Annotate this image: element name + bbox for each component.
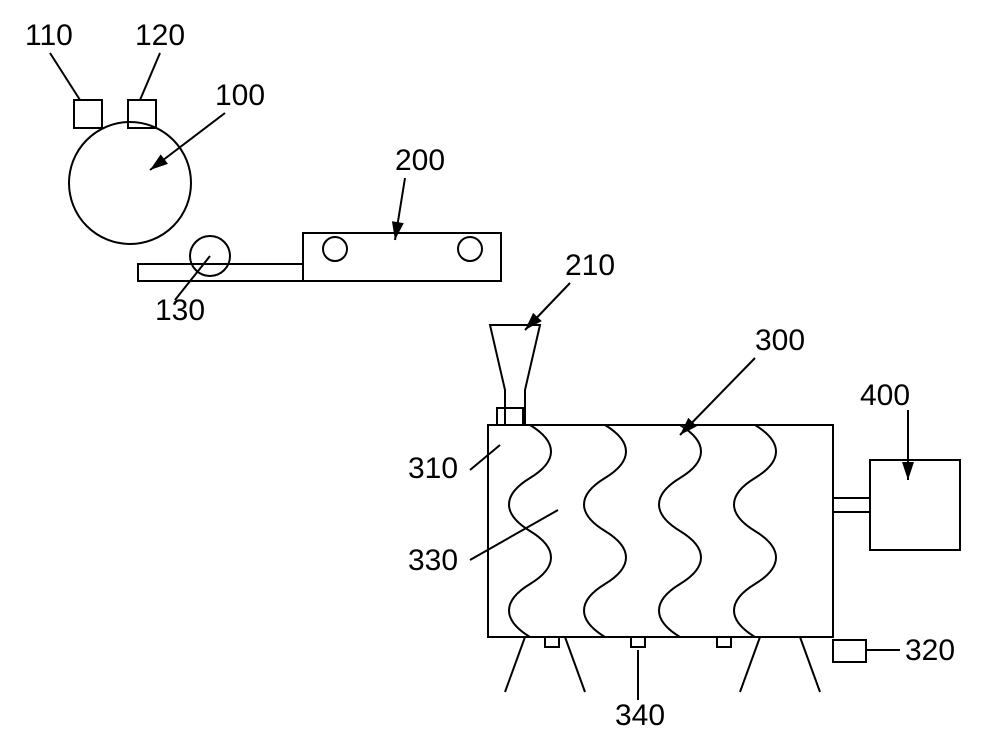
- label-l400: 400: [860, 379, 910, 412]
- leader-l110: [50, 53, 80, 100]
- oven-tab-1: [631, 637, 645, 647]
- oven-leg-0-a: [505, 637, 525, 692]
- label-l100: 100: [215, 79, 265, 112]
- oven-leg-1-b: [800, 637, 820, 692]
- inlet-110: [74, 100, 102, 128]
- label-l320: 320: [905, 634, 955, 667]
- label-l210: 210: [565, 249, 615, 282]
- label-l300: 300: [755, 324, 805, 357]
- leader-arrow-l400: [902, 462, 914, 480]
- inlet-310: [497, 408, 523, 425]
- oven-leg-1-a: [740, 637, 760, 692]
- oven-wave-0: [509, 425, 551, 637]
- leader-arrow-l200: [392, 221, 404, 240]
- conveyor-roller-left: [323, 237, 347, 261]
- motor-400: [870, 460, 960, 550]
- label-l130: 130: [155, 294, 205, 327]
- label-l120: 120: [135, 19, 185, 52]
- oven-wave-1: [584, 425, 626, 637]
- oven-leg-0-b: [565, 637, 585, 692]
- outlet-320: [833, 640, 866, 662]
- mixer-body: [69, 122, 191, 244]
- oven-tab-0: [545, 637, 559, 647]
- label-l330: 330: [408, 544, 458, 577]
- leader-l120: [140, 53, 160, 100]
- oven-tab-2: [717, 637, 731, 647]
- motor-shaft: [833, 498, 870, 512]
- label-l200: 200: [395, 144, 445, 177]
- oven-wave-2: [659, 425, 701, 637]
- conveyor-200: [303, 233, 501, 281]
- label-l110: 110: [25, 19, 73, 52]
- label-l340: 340: [615, 699, 665, 732]
- leader-l310: [470, 445, 500, 470]
- label-l310: 310: [408, 452, 458, 485]
- oven-wave-3: [734, 425, 776, 637]
- conveyor-roller-right: [458, 237, 482, 261]
- leader-arrow-l100: [150, 154, 168, 170]
